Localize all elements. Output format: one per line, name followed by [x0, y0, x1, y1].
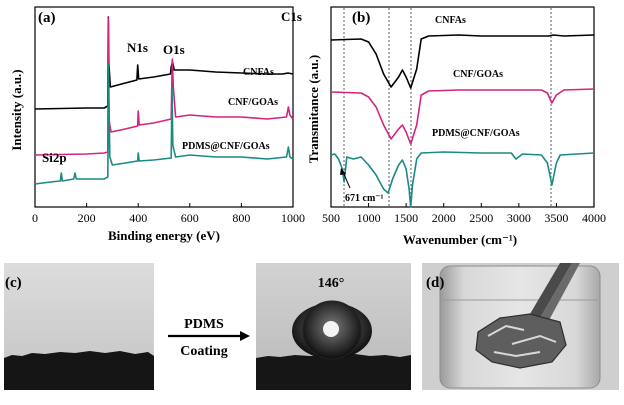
- panel-b-xlabel: Wavenumber (cm⁻¹): [403, 232, 517, 247]
- panel-b-frame: [330, 6, 595, 208]
- legend-cnfas-a: CNFAs: [243, 67, 274, 78]
- coating-arrow-head: [240, 331, 250, 341]
- x-tick-label: 400: [129, 211, 147, 225]
- arrow-label-pdms: PDMS: [184, 317, 224, 332]
- sample-surface-uncoated: [4, 351, 154, 390]
- panel-a-label: (a): [38, 10, 56, 26]
- x-tick-label: 1000: [357, 211, 381, 225]
- photo-immersion: [422, 263, 619, 390]
- tweezers-tip: [540, 263, 580, 322]
- peak-label-si2p: Si2p: [42, 150, 67, 165]
- legend-cnfgoas-a: CNF/GOAs: [228, 97, 278, 108]
- legend-cnfas-b: CNFAs: [435, 15, 466, 26]
- peak-label-c1s: C1s: [281, 9, 302, 24]
- aerogel-highlights: [487, 324, 557, 358]
- series-line-cnf-goas: [330, 88, 595, 145]
- peak-label-o1s: O1s: [163, 42, 185, 57]
- panel-b: 500 1000 1500 2000 2500 3000 3500 4000 (b) CNFA…: [306, 6, 606, 247]
- x-tick-label: 0: [32, 211, 38, 225]
- x-tick-label: 1500: [394, 211, 418, 225]
- panel-a: 0 200 400 600 800 1000 (a) C1s N1s O1s Si2p C…: [9, 6, 305, 243]
- coating-arrow: [168, 331, 250, 341]
- panel-a-xlabel: Binding energy (eV): [108, 228, 220, 243]
- arrow-label-coating-text: Coating: [180, 344, 227, 359]
- legend-pdms-a: PDMS@CNF/GOAs: [182, 141, 270, 152]
- annotation-671: 671 cm⁻¹: [345, 193, 384, 204]
- legend-pdms-b: PDMS@CNF/GOAs: [432, 128, 520, 139]
- panel-b-ylabel: Transmitance (a.u.): [306, 55, 321, 163]
- contact-angle-label: 146°: [318, 276, 345, 291]
- sample-surface-coated: [256, 354, 411, 390]
- panel-b-ticks: 500 1000 1500 2000 2500 3000 3500 4000: [322, 203, 606, 225]
- panel-b-label: (b): [352, 10, 370, 26]
- annotation-arrow-head: [340, 168, 346, 175]
- legend-cnfgoas-b: CNF/GOAs: [453, 69, 503, 80]
- tweezers: [530, 263, 572, 318]
- x-tick-label: 2500: [469, 211, 493, 225]
- photo-uncoated: [4, 263, 154, 390]
- x-tick-label: 3500: [544, 211, 568, 225]
- series-line-pdms-cnf-goas: [34, 63, 294, 185]
- x-tick-label: 4000: [582, 211, 606, 225]
- x-tick-label: 800: [232, 211, 250, 225]
- peak-label-n1s: N1s: [127, 40, 148, 55]
- x-tick-label: 2000: [432, 211, 456, 225]
- droplet-highlight: [323, 321, 339, 337]
- series-line-pdms-cnf-goas: [330, 151, 595, 208]
- series-line-cnf-goas: [34, 17, 294, 156]
- panel-b-series: [330, 34, 595, 208]
- panel-a-ticks: 0 200 400 600 800 1000: [32, 203, 305, 225]
- x-tick-label: 600: [181, 211, 199, 225]
- panel-a-frame: [34, 6, 294, 208]
- photo-droplet: [256, 263, 411, 390]
- series-line-cnfas: [34, 16, 294, 110]
- x-tick-label: 500: [322, 211, 340, 225]
- panel-a-series: [34, 16, 294, 185]
- x-tick-label: 1000: [281, 211, 305, 225]
- x-tick-label: 3000: [507, 211, 531, 225]
- reference-lines: [343, 8, 552, 206]
- panel-a-ylabel: Intensity (a.u.): [9, 69, 24, 150]
- series-line-cnfas: [330, 34, 595, 89]
- x-tick-label: 200: [78, 211, 96, 225]
- panel-c: (c) PDMS PDMS Coating 146° (d): [4, 263, 619, 390]
- annotation-arrow-shaft: [342, 171, 351, 189]
- panel-d-label: (d): [426, 275, 444, 291]
- panel-c-label: (c): [5, 275, 22, 291]
- annotation-arrow: [340, 168, 351, 189]
